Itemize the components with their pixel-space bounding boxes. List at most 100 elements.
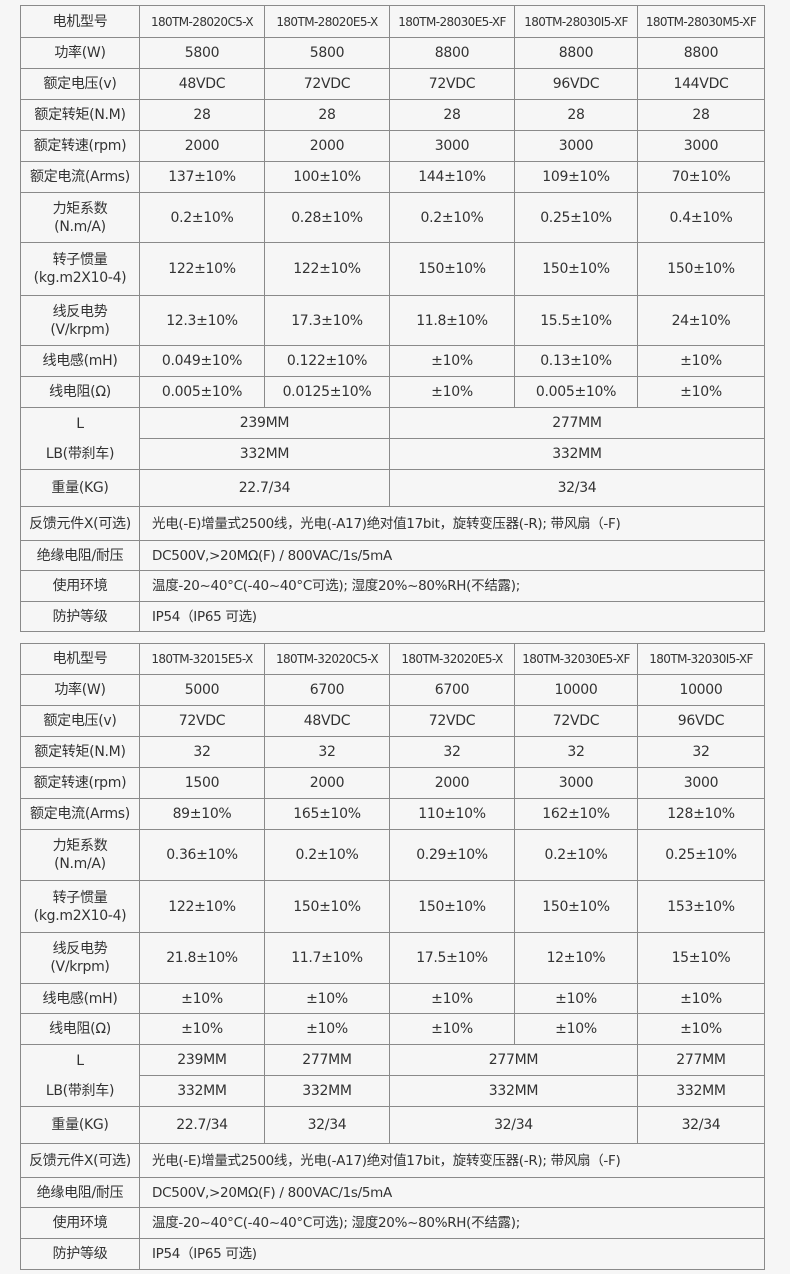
row-label: 线电阻(Ω) xyxy=(20,1013,140,1045)
value-cell: 3000 xyxy=(514,767,638,799)
row-label-line: 力矩系数 xyxy=(52,200,108,217)
table-row: 转子惯量 (kg.m2X10-4) 122±10% 150±10% 150±10% 150… xyxy=(20,880,765,933)
table-row: 重量(KG) 22.7/34 32/34 32/34 32/34 xyxy=(20,1106,765,1144)
value-cell: 0.005±10% xyxy=(139,376,265,408)
row-label-line: 防护等级 xyxy=(52,608,108,625)
row-label: 重量(KG) xyxy=(20,469,140,507)
value-cell: 温度-20~40°C(-40~40°C可选); 湿度20%~80%RH(不结露)… xyxy=(139,570,765,602)
value-cell: 128±10% xyxy=(637,798,765,830)
value-cell: 0.2±10% xyxy=(139,192,265,243)
value-cell: 17.3±10% xyxy=(264,295,390,346)
row-label-line: LB(带刹车) xyxy=(45,1082,115,1099)
row-label: 额定电压(v) xyxy=(20,68,140,100)
value-cell: 72VDC xyxy=(264,68,390,100)
value-cell: 122±10% xyxy=(139,880,265,933)
row-label-line: 使用环境 xyxy=(52,578,108,594)
row-label-line: 电机型号 xyxy=(52,13,108,30)
row-label: 额定电流(Arms) xyxy=(20,161,140,193)
value-cell: 32/34 xyxy=(637,1106,765,1144)
row-label-line: 重量(KG) xyxy=(51,1117,109,1133)
value-cell: 21.8±10% xyxy=(139,932,265,984)
row-label-line: 额定电压(v) xyxy=(43,76,117,92)
row-label: 线反电势 (V/krpm) xyxy=(20,295,140,346)
row-label: 转子惯量 (kg.m2X10-4) xyxy=(20,242,140,296)
row-label: 力矩系数 (N.m/A) xyxy=(20,192,140,243)
value-cell: 5800 xyxy=(139,37,265,69)
value-cell: 96VDC xyxy=(514,68,638,100)
row-label-line: 反馈元件X(可选) xyxy=(29,515,131,532)
value-cell: 12±10% xyxy=(514,932,638,984)
table-row: 额定电流(Arms) 137±10% 100±10% 144±10% 109±10% 70… xyxy=(20,161,765,193)
value-cell: 28 xyxy=(389,99,515,131)
value-cell: 32 xyxy=(264,736,390,768)
row-label-line: L xyxy=(76,1052,84,1069)
value-cell: 光电(-E)增量式2500线，光电(-A17)绝对值17bit，旋转变压器(-R… xyxy=(139,506,765,541)
table-row: 额定电流(Arms) 89±10% 165±10% 110±10% 162±10% 128… xyxy=(20,798,765,830)
value-cell: ±10% xyxy=(264,1013,390,1045)
row-label: 防护等级 xyxy=(20,1238,140,1270)
value-cell: 2000 xyxy=(389,767,515,799)
row-label-line: 线电感(mH) xyxy=(42,353,118,369)
value-cell: ±10% xyxy=(637,1013,765,1045)
table-row: 线电阻(Ω) 0.005±10% 0.0125±10% ±10% 0.005±10% ±1… xyxy=(20,376,765,408)
table-row: 额定转速(rpm) 2000 2000 3000 3000 3000 xyxy=(20,130,765,162)
value-cell: 332MM xyxy=(139,438,390,470)
value-cell: 15.5±10% xyxy=(514,295,638,346)
value-cell: 72VDC xyxy=(514,705,638,737)
value-cell: 239MM xyxy=(139,1044,265,1076)
row-label: 额定电流(Arms) xyxy=(20,798,140,830)
row-label: L LB(带刹车) xyxy=(20,407,140,470)
value-cell: 150±10% xyxy=(514,242,638,296)
row-label: 额定电压(v) xyxy=(20,705,140,737)
row-label: 额定转速(rpm) xyxy=(20,767,140,799)
table-row: 反馈元件X(可选) 光电(-E)增量式2500线，光电(-A17)绝对值17bit… xyxy=(20,506,765,541)
value-cell: ±10% xyxy=(264,983,390,1014)
value-cell: 0.25±10% xyxy=(637,829,765,881)
value-cell: 122±10% xyxy=(139,242,265,296)
row-label-line: 绝缘电阻/耐压 xyxy=(36,1184,124,1201)
value-cell: ±10% xyxy=(389,1013,515,1045)
table-row: 使用环境 温度-20~40°C(-40~40°C可选); 湿度20%~80%RH(… xyxy=(20,1207,765,1239)
value-cell: 17.5±10% xyxy=(389,932,515,984)
row-label-line: 线电感(mH) xyxy=(42,990,118,1007)
table-row: 线电感(mH) ±10% ±10% ±10% ±10% ±10% xyxy=(20,983,765,1014)
value-cell: 2000 xyxy=(139,130,265,162)
row-label-line: 功率(W) xyxy=(54,45,106,61)
value-cell: 0.0125±10% xyxy=(264,376,390,408)
value-cell: 22.7/34 xyxy=(139,469,390,507)
value-cell: ±10% xyxy=(514,1013,638,1045)
value-cell: 32 xyxy=(389,736,515,768)
value-cell: 0.2±10% xyxy=(389,192,515,243)
value-cell: ±10% xyxy=(139,983,265,1014)
table-row: 电机型号 180TM-28020C5-X 180TM-28020E5-X 180TM-… xyxy=(20,5,765,38)
table-row: 绝缘电阻/耐压 DC500V,>20MΩ(F) / 800VAC/1s/5mA xyxy=(20,1177,765,1208)
table-row: 额定转矩(N.M) 28 28 28 28 28 xyxy=(20,99,765,131)
table-row: 额定转矩(N.M) 32 32 32 32 32 xyxy=(20,736,765,768)
row-label-line: (kg.m2X10-4) xyxy=(33,270,127,286)
value-cell: 72VDC xyxy=(139,705,265,737)
value-cell: 32/34 xyxy=(389,469,765,507)
row-label: 使用环境 xyxy=(20,570,140,602)
row-label-line: 线反电势 xyxy=(52,941,108,957)
value-cell: 1500 xyxy=(139,767,265,799)
row-label: 绝缘电阻/耐压 xyxy=(20,540,140,571)
value-cell: 277MM xyxy=(389,1044,638,1076)
row-label-line: 额定转速(rpm) xyxy=(33,775,127,791)
value-cell: ±10% xyxy=(389,345,515,377)
model-name-cell: 180TM-32020E5-X xyxy=(389,643,515,675)
value-cell: 28 xyxy=(514,99,638,131)
table-row: 额定电压(v) 72VDC 48VDC 72VDC 72VDC 96VDC xyxy=(20,705,765,737)
table-row: 功率(W) 5000 6700 6700 10000 10000 xyxy=(20,674,765,706)
value-cell: 32/34 xyxy=(389,1106,638,1144)
value-cell: 0.2±10% xyxy=(264,829,390,881)
row-label-line: 电机型号 xyxy=(52,651,108,667)
row-label: 反馈元件X(可选) xyxy=(20,506,140,541)
model-name-cell: 180TM-32015E5-X xyxy=(139,643,265,675)
value-cell: 150±10% xyxy=(514,880,638,933)
row-label-line: (V/krpm) xyxy=(50,959,110,975)
value-cell: 150±10% xyxy=(637,242,765,296)
row-label-line: 线反电势 xyxy=(52,303,108,320)
value-cell: 32 xyxy=(139,736,265,768)
value-cell: 11.8±10% xyxy=(389,295,515,346)
row-label: 额定转速(rpm) xyxy=(20,130,140,162)
